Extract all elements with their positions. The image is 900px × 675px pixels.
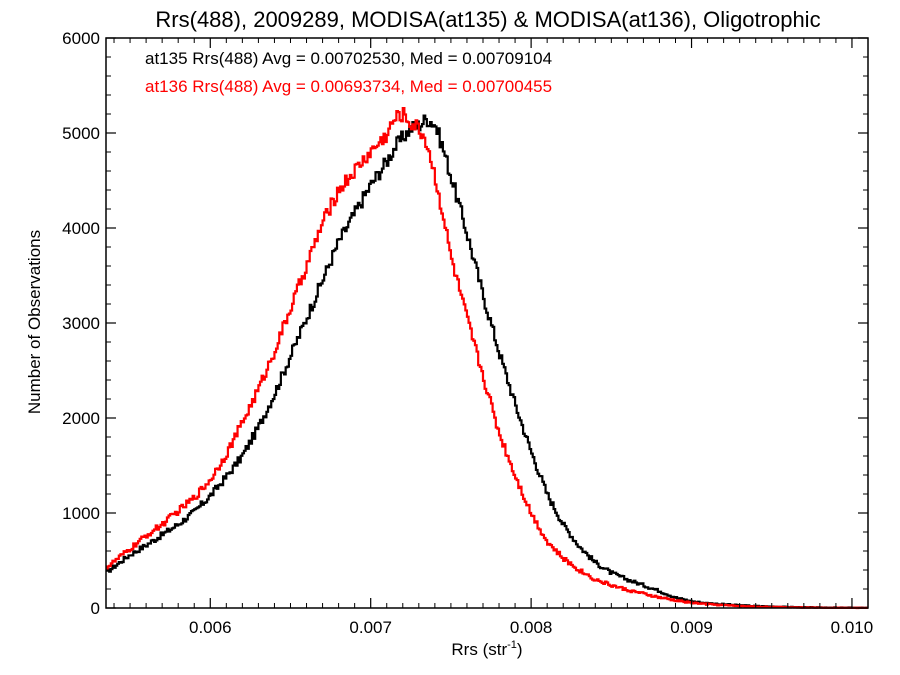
plot-frame bbox=[105, 37, 869, 609]
x-axis-label: Rrs (str-1) bbox=[451, 639, 522, 659]
y-axis-label: Number of Observations bbox=[25, 230, 44, 414]
legend: at135 Rrs(488) Avg = 0.00702530, Med = 0… bbox=[145, 49, 552, 96]
x-tick-label: 0.009 bbox=[670, 618, 713, 637]
y-tick-label: 3000 bbox=[62, 314, 100, 333]
series-line-at135 bbox=[106, 114, 868, 610]
x-axis-label-main: Rrs (str bbox=[451, 640, 507, 659]
legend-entry-at136: at136 Rrs(488) Avg = 0.00693734, Med = 0… bbox=[145, 77, 552, 96]
axes-layer: 0.006 0.007 0.008 0.009 0.010 0 1000 2000 3000 40… bbox=[62, 29, 873, 637]
x-tick-label: 0.006 bbox=[189, 618, 232, 637]
legend-entry-at135: at135 Rrs(488) Avg = 0.00702530, Med = 0… bbox=[145, 49, 552, 68]
series-layer bbox=[106, 107, 868, 610]
y-tick-label: 0 bbox=[91, 599, 100, 618]
x-axis-label-suffix: ) bbox=[517, 640, 523, 659]
series-line-at136 bbox=[106, 107, 868, 610]
x-axis-label-superscript: -1 bbox=[507, 639, 517, 651]
y-tick-label: 1000 bbox=[62, 504, 100, 523]
y-tick-label: 4000 bbox=[62, 219, 100, 238]
x-tick-label: 0.010 bbox=[831, 618, 874, 637]
y-tick-label: 5000 bbox=[62, 124, 100, 143]
y-tick-label: 2000 bbox=[62, 409, 100, 428]
chart-title: Rrs(488), 2009289, MODISA(at135) & MODIS… bbox=[155, 7, 820, 32]
x-tick-label: 0.007 bbox=[349, 618, 392, 637]
x-tick-label: 0.008 bbox=[510, 618, 553, 637]
y-tick-label: 6000 bbox=[62, 29, 100, 48]
